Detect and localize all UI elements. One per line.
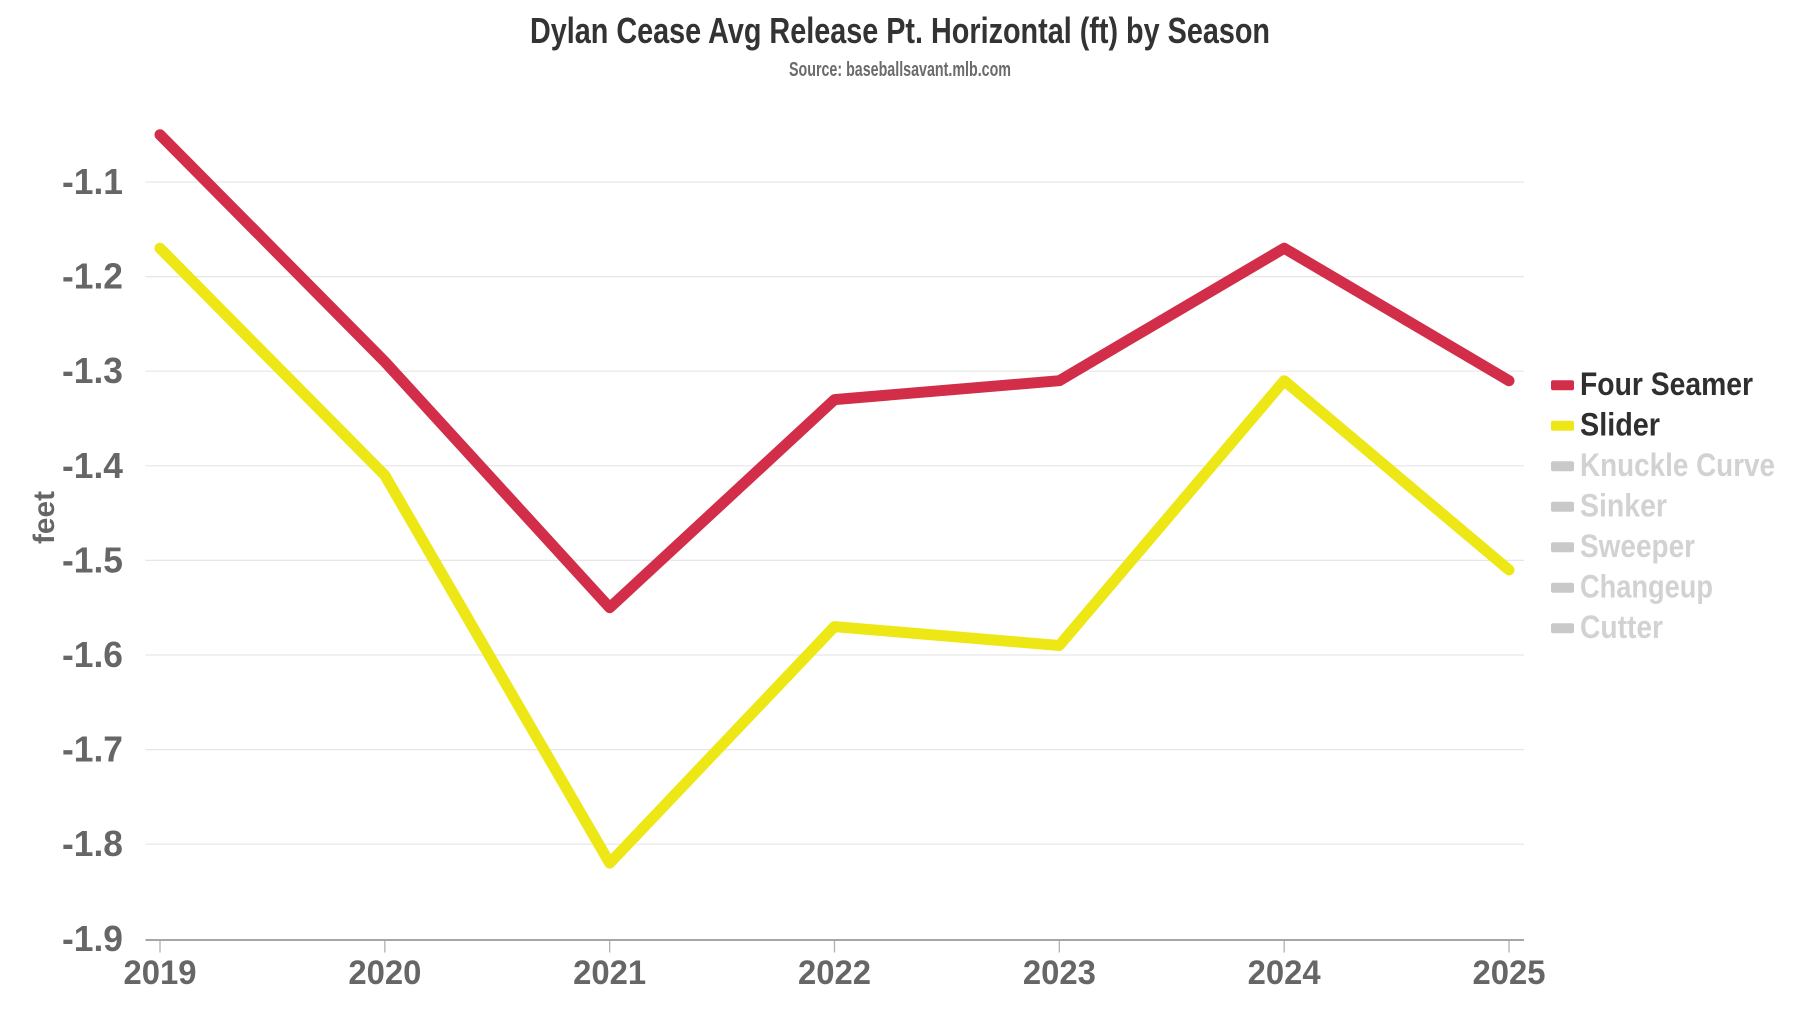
svg-text:Knuckle Curve: Knuckle Curve <box>1580 447 1775 483</box>
svg-text:-1.6: -1.6 <box>62 634 123 675</box>
svg-text:2020: 2020 <box>348 954 421 992</box>
svg-text:2025: 2025 <box>1473 954 1546 992</box>
svg-text:2019: 2019 <box>124 954 197 992</box>
svg-text:-1.5: -1.5 <box>62 539 123 580</box>
svg-text:Source: baseballsavant.mlb.com: Source: baseballsavant.mlb.com <box>789 59 1011 81</box>
svg-text:-1.8: -1.8 <box>62 823 123 864</box>
svg-text:2021: 2021 <box>573 954 646 992</box>
svg-text:2023: 2023 <box>1023 954 1096 992</box>
svg-text:Changeup: Changeup <box>1580 569 1713 605</box>
svg-text:-1.2: -1.2 <box>62 256 123 297</box>
svg-text:-1.7: -1.7 <box>62 729 123 770</box>
svg-text:feet: feet <box>28 491 61 544</box>
svg-text:Cutter: Cutter <box>1580 609 1663 645</box>
svg-text:2022: 2022 <box>798 954 871 992</box>
svg-text:Sweeper: Sweeper <box>1580 528 1695 564</box>
svg-text:-1.1: -1.1 <box>62 161 123 202</box>
svg-text:Four Seamer: Four Seamer <box>1580 366 1753 402</box>
svg-text:Sinker: Sinker <box>1580 488 1667 524</box>
svg-text:-1.9: -1.9 <box>62 918 123 959</box>
svg-text:Dylan Cease Avg Release Pt. Ho: Dylan Cease Avg Release Pt. Horizontal (… <box>530 10 1270 51</box>
svg-text:Slider: Slider <box>1580 407 1660 443</box>
svg-text:-1.4: -1.4 <box>62 445 123 486</box>
svg-text:2024: 2024 <box>1248 954 1321 992</box>
svg-text:-1.3: -1.3 <box>62 350 123 391</box>
